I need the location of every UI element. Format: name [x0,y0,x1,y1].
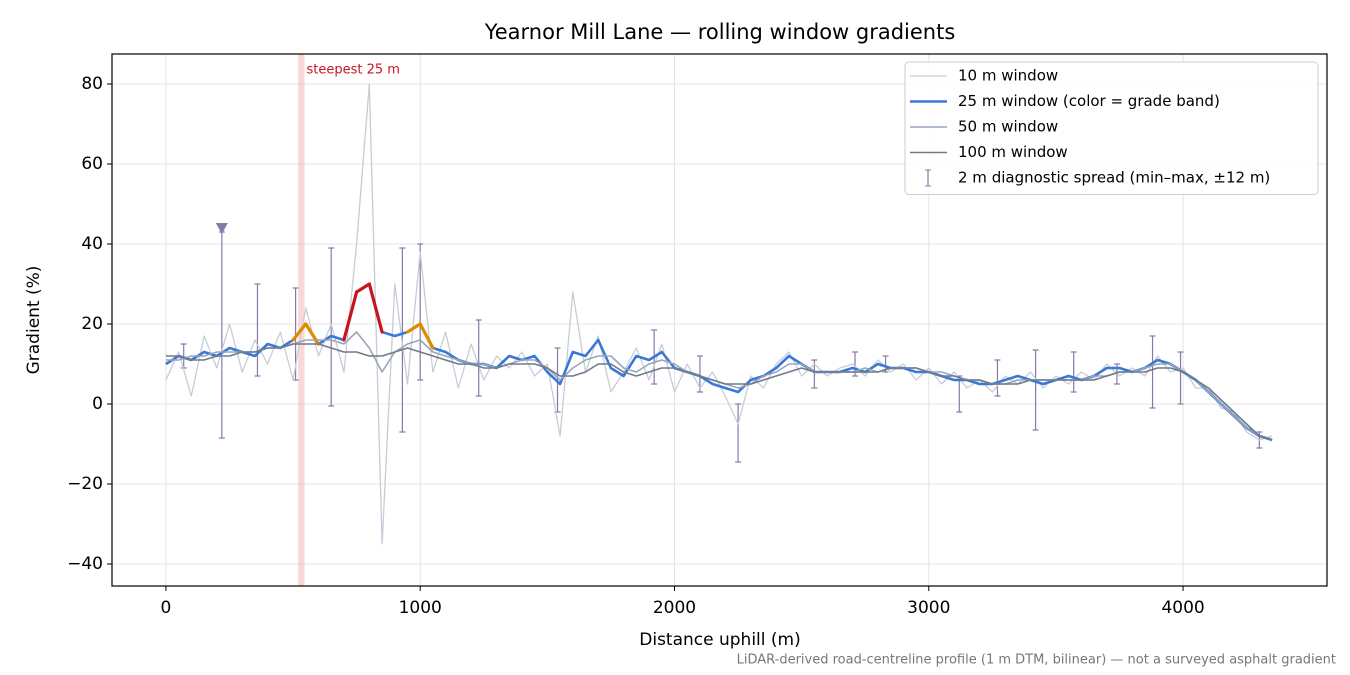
series-line [165,83,1273,545]
plot-frame [111,53,1328,587]
error-bar [696,355,703,393]
chart-title: Yearnor Mill Lane — rolling window gradi… [484,20,956,44]
legend-label: 100 m window [958,143,1068,161]
clip-marker [215,223,228,234]
highlight-label: steepest 25 m [306,63,399,78]
error-bar [475,319,482,397]
y-tick-label: −40 [67,554,103,574]
y-tick-label: −20 [67,474,103,494]
footnote: LiDAR-derived road-centreline profile (1… [737,653,1336,668]
band-segment [405,322,422,334]
error-bar [994,359,1001,397]
legend-label: 10 m window [958,67,1058,85]
y-tick-label: 80 [81,74,103,94]
highlight-span [298,54,305,586]
error-bar [417,243,424,381]
legend-label: 25 m window (color = grade band) [958,92,1220,110]
x-tick-label: 4000 [1161,598,1204,618]
x-tick-label: 3000 [907,598,950,618]
x-tick-label: 0 [160,598,171,618]
band-segment [291,322,308,342]
band-segment [367,282,384,334]
y-tick-label: 0 [92,394,103,414]
error-bar [1070,351,1077,393]
error-bar [328,247,335,407]
error-bar [254,283,261,377]
x-tick-label: 1000 [399,598,442,618]
y-tick-label: 40 [81,234,103,254]
legend-label: 2 m diagnostic spread (min–max, ±12 m) [958,169,1270,187]
error-bar [1032,349,1039,431]
x-axis-label: Distance uphill (m) [639,630,800,650]
band-segment [418,322,435,350]
y-tick-label: 60 [81,154,103,174]
error-bar [735,403,742,463]
series-line [165,343,1273,441]
error-bar [1177,351,1184,405]
legend-box [904,61,1319,195]
legend: 10 m window 25 m window (color = grade ba… [904,61,1319,195]
legend-label: 50 m window [958,118,1058,136]
band-segment [342,290,359,342]
band-segment [355,282,371,294]
y-tick-label: 20 [81,314,103,334]
y-axis-label: Gradient (%) [24,266,44,375]
x-tick-label: 2000 [653,598,696,618]
error-bar [1149,335,1156,409]
